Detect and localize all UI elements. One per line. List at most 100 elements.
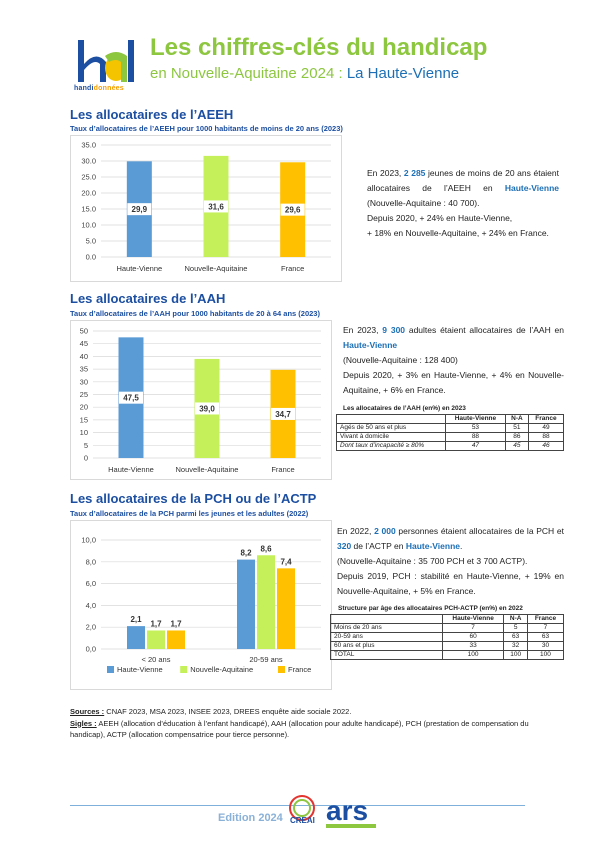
data-label: 2,1: [130, 615, 142, 624]
table-cell: 33: [441, 641, 505, 651]
table-cell: 47: [444, 441, 506, 451]
table-cell: 53: [444, 423, 506, 433]
footer-divider: [70, 805, 525, 806]
table-cell: 60: [441, 632, 505, 642]
edition-label: Edition 2024: [218, 812, 283, 824]
data-label-bg: [271, 407, 295, 420]
table-row-label: Dont taux d’incapacité ≥ 80%: [336, 441, 446, 451]
bar: [257, 555, 275, 649]
table-row-label: 20-59 ans: [330, 632, 443, 642]
bar: [277, 568, 295, 649]
highlight-value: 2 285: [403, 168, 426, 178]
y-tick-label: 10: [80, 428, 88, 437]
x-tick-label: Nouvelle-Aquitaine: [185, 264, 248, 273]
table-cell: 86: [504, 432, 529, 442]
data-label-bg: [119, 391, 143, 404]
x-tick-label: France: [281, 264, 304, 273]
y-tick-label: 5.0: [86, 237, 96, 246]
y-tick-label: 35.0: [81, 141, 96, 150]
data-label: 29,9: [132, 205, 148, 214]
table-row: Moins de 20 ans 7 5 7: [330, 623, 565, 633]
y-tick-label: 30.0: [81, 157, 96, 166]
aah-table: Haute-Vienne N-A France Agés de 50 ans et p…: [336, 414, 565, 451]
legend-swatch: [180, 666, 188, 673]
y-tick-label: 2,0: [86, 623, 96, 632]
aah-table-title: Les allocataires de l’AAH (en%) en 2023: [343, 405, 466, 412]
y-tick-label: 20.0: [81, 189, 96, 198]
y-tick-label: 0.0: [86, 253, 96, 262]
data-label: 1,7: [170, 619, 182, 628]
sources-block: Sources : CNAF 2023, MSA 2023, INSEE 202…: [70, 706, 530, 741]
table-row: 60 ans et plus 33 32 30: [330, 641, 565, 651]
aah-section-subtitle: Taux d’allocataires de l’AAH pour 1000 h…: [70, 309, 320, 318]
data-label: 29,6: [285, 206, 301, 215]
data-label: 39,0: [199, 404, 215, 413]
highlight-value: 9 300: [382, 325, 406, 335]
pch-table: Haute-Vienne N-A France Moins de 20 ans 7 5 7 2…: [330, 614, 565, 660]
table-row-label: Moins de 20 ans: [330, 623, 443, 633]
aeeh-chart: 0.0 5.0 10.0 15.0 20.0 25.0 30.0 35.0 29,9 Haute-…: [81, 141, 331, 273]
subtitle-department: La Haute-Vienne: [346, 65, 460, 82]
x-tick-label: 20-59 ans: [249, 655, 283, 664]
data-label: 34,7: [275, 410, 291, 419]
table-cell: 63: [503, 632, 528, 642]
y-tick-label: 30: [80, 377, 88, 386]
table-row-label: Agés de 50 ans et plus: [336, 423, 446, 433]
data-label-bg: [204, 200, 228, 213]
data-label: 1,7: [150, 619, 162, 628]
table-header-cell: N-A: [504, 414, 529, 424]
sigles-line: Sigles : AEEH (allocation d’éducation à …: [70, 718, 529, 740]
y-tick-label: 35: [80, 365, 88, 374]
pch-section-title: Les allocataires de la PCH ou de l’ACTP: [70, 491, 317, 506]
table-row-label: Vivant à domicile: [336, 432, 446, 442]
data-label: 8,2: [240, 549, 252, 558]
y-tick-label: 15: [80, 415, 88, 424]
table-header-cell: [336, 414, 446, 424]
aah-chart: 0 5 10 15 20 25 30 35 40 45 50 47,5 Haute-Vienne 39,0…: [80, 327, 321, 474]
table-cell: 100: [526, 650, 565, 660]
table-cell: 30: [526, 641, 565, 651]
subtitle-region: en Nouvelle-Aquitaine 2024 :: [150, 65, 347, 82]
table-row: TOTAL 100 100 100: [330, 650, 565, 660]
table-header-cell: Haute-Vienne: [441, 614, 505, 624]
table-cell: 5: [503, 623, 528, 633]
creai-logo-text: CREAI: [290, 816, 315, 825]
data-label: 47,5: [123, 394, 139, 403]
x-tick-label: Haute-Vienne: [108, 465, 154, 474]
y-tick-label: 25.0: [81, 173, 96, 182]
table-row: Dont taux d’incapacité ≥ 80% 47 45 46: [336, 441, 565, 451]
ars-logo-text: ars: [326, 795, 368, 826]
highlight-value: Haute-Vienne: [504, 183, 559, 193]
aah-chart-box: 0 5 10 15 20 25 30 35 40 45 50 47,5 Haute-Vienne 39,0…: [70, 320, 332, 480]
aah-section-title: Les allocataires de l’AAH: [70, 291, 226, 306]
highlight-value: 2 000: [374, 526, 396, 536]
bar: [237, 559, 255, 649]
data-label: 7,4: [280, 557, 292, 566]
handidonnees-logo: [78, 40, 134, 82]
table-row-label: 60 ans et plus: [330, 641, 443, 651]
table-header-cell: France: [526, 614, 565, 624]
aeeh-section-title: Les allocataires de l’AEEH: [70, 107, 234, 122]
highlight-value: Haute-Vienne: [405, 541, 461, 551]
y-tick-label: 10.0: [81, 221, 96, 230]
aeeh-section-subtitle: Taux d’allocataires de l’AEEH pour 1000 …: [70, 124, 343, 133]
data-label: 8,6: [260, 544, 272, 553]
bar: [127, 626, 145, 649]
table-header-cell: [330, 614, 443, 624]
y-tick-label: 45: [80, 339, 88, 348]
table-row-label: TOTAL: [330, 650, 443, 660]
y-tick-label: 50: [80, 327, 88, 336]
legend-label: Nouvelle-Aquitaine: [190, 665, 253, 674]
page-title: Les chiffres-clés du handicap: [150, 34, 488, 61]
page-subtitle: en Nouvelle-Aquitaine 2024 : La Haute-Vi…: [150, 65, 459, 82]
y-tick-label: 0: [84, 454, 88, 463]
table-row: Vivant à domicile 88 86 88: [336, 432, 565, 442]
legend-label: France: [288, 665, 311, 674]
table-row: Agés de 50 ans et plus 53 51 49: [336, 423, 565, 433]
table-cell: 100: [503, 650, 528, 660]
table-cell: 7: [526, 623, 565, 633]
aeeh-chart-box: 0.0 5.0 10.0 15.0 20.0 25.0 30.0 35.0 29,9 Haute-…: [70, 135, 342, 282]
table-cell: 7: [441, 623, 505, 633]
legend-label: Haute-Vienne: [117, 665, 163, 674]
pch-section-subtitle: Taux d’allocataires de la PCH parmi les …: [70, 509, 309, 518]
